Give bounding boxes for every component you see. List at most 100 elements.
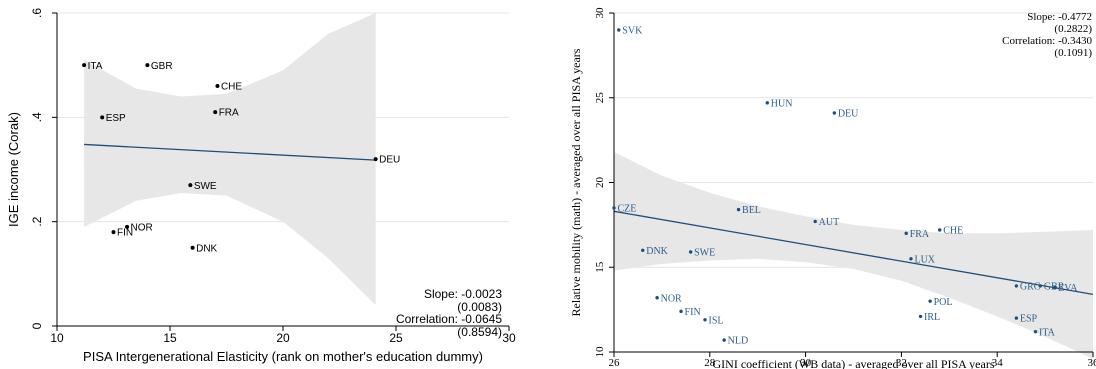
right-point-svk (617, 28, 621, 32)
left-point-fin (111, 230, 116, 235)
right-point-che (938, 228, 942, 232)
left-x-tick-label-2: 20 (276, 331, 290, 345)
left-y-tick-label-1: .2 (30, 216, 44, 226)
right-point-label-fin: FIN (685, 307, 701, 318)
left-point-esp (100, 115, 105, 120)
left-x-tick-label-1: 15 (163, 331, 177, 345)
left-point-label-dnk: DNK (196, 243, 217, 254)
right-y-tick-label-2: 20 (594, 177, 606, 189)
right-x-tick-label-5: 36 (1088, 357, 1096, 369)
left-point-label-che: CHE (221, 82, 242, 93)
left-point-gbr (145, 63, 150, 68)
right-point-label-isl: ISL (709, 315, 724, 326)
right-point-label-dnk: DNK (646, 246, 668, 257)
left-x-tick-label-4: 30 (502, 331, 516, 345)
left-y-tick-label-3: .6 (30, 8, 44, 18)
right-point-label-irl: IRL (924, 312, 940, 323)
right-point-label-grc: GRC (1020, 281, 1041, 292)
left-x-tick-label-0: 10 (50, 331, 64, 345)
left-scatter-chart: 10 15 20 25 30 0 .2 .4 .6 PISA Intergenerational … (6, 8, 516, 364)
left-point-swe (188, 183, 193, 188)
right-annotation-line-2: Correlation: -0.3430 (1002, 35, 1092, 47)
right-x-tick-label-2: 30 (800, 357, 812, 369)
left-point-nor (125, 224, 130, 229)
left-point-fra (213, 110, 218, 115)
right-x-axis-label: GINI coefficient (WB data) - averaged ov… (713, 357, 995, 369)
left-point-label-gbr: GBR (151, 61, 173, 72)
left-point-label-nor: NOR (131, 222, 153, 233)
right-point-deu (832, 111, 837, 115)
right-point-label-ita: ITA (1039, 327, 1056, 338)
right-point-esp (1014, 316, 1019, 320)
left-y-tick-label-2: .4 (30, 112, 44, 122)
right-point-label-swe: SWE (694, 248, 715, 259)
left-point-label-fin: FIN (117, 228, 133, 239)
right-point-lux (909, 257, 913, 261)
right-point-nor (655, 296, 659, 300)
right-point-grc (1014, 284, 1019, 288)
left-point-label-fra: FRA (219, 108, 239, 119)
left-y-axis-label: IGE income (Corak) (6, 112, 21, 227)
left-point-label-swe: SWE (194, 181, 217, 192)
right-point-bel (736, 207, 741, 212)
right-point-nld (722, 338, 726, 342)
left-point-dnk (190, 245, 195, 250)
right-point-label-lux: LUX (914, 254, 935, 265)
right-point-cze (612, 206, 616, 210)
right-point-label-nor: NOR (661, 293, 682, 304)
right-point-label-nld: NLD (728, 336, 749, 347)
left-annotation-line-2: Correlation: -0.0645 (396, 312, 502, 326)
right-y-tick-label-4: 30 (594, 7, 606, 19)
left-annotation-line-0: Slope: -0.0023 (424, 287, 502, 301)
right-point-label-che: CHE (943, 226, 963, 237)
left-point-label-deu: DEU (379, 155, 400, 166)
left-annotation-line-3: (0.8594) (457, 325, 502, 339)
right-y-tick-label-3: 25 (594, 92, 606, 104)
right-point-irl (918, 314, 923, 319)
right-point-dnk (641, 248, 645, 252)
right-point-label-aut: AUT (819, 217, 840, 228)
right-fit-line (613, 210, 1094, 296)
left-point-che (215, 84, 220, 89)
left-y-tick-label-0: 0 (30, 322, 44, 329)
left-point-ita (82, 63, 87, 68)
right-point-hun (765, 101, 769, 105)
right-annotation-line-3: (0.1091) (1054, 47, 1092, 59)
right-point-label-hun: HUN (771, 98, 793, 109)
right-confidence-band (614, 152, 1093, 359)
right-x-tick-label-0: 26 (609, 357, 621, 369)
right-x-tick-label-1: 28 (704, 357, 716, 369)
right-point-aut (813, 219, 817, 224)
right-point-label-esp: ESP (1020, 314, 1038, 325)
right-point-label-svk: SVK (622, 26, 643, 37)
right-annotation-line-1: (0.2822) (1054, 23, 1092, 35)
right-point-gbr (1038, 284, 1043, 288)
left-x-axis-label: PISA Intergenerational Elasticity (rank … (83, 349, 483, 364)
right-point-fin (679, 309, 683, 314)
left-confidence-band (84, 13, 376, 306)
left-x-tick-label-3: 25 (389, 331, 403, 345)
right-point-label-bel: BEL (742, 205, 761, 216)
right-point-isl (703, 318, 707, 322)
right-y-tick-label-0: 10 (594, 346, 606, 358)
left-annotation-line-1: (0.0083) (457, 300, 502, 314)
right-point-fra (904, 231, 908, 236)
left-point-deu (373, 157, 378, 162)
right-point-label-cze: CZE (618, 204, 637, 215)
left-fit-line (84, 143, 376, 161)
right-point-label-eva: EVA (1058, 283, 1078, 294)
right-point-swe (688, 250, 693, 254)
right-y-axis-label: Relative mobility (math) - averaged over… (569, 48, 583, 316)
left-point-label-esp: ESP (106, 113, 126, 124)
right-x-tick-label-4: 34 (992, 357, 1004, 369)
right-point-label-fra: FRA (910, 229, 930, 240)
right-point-pol (928, 299, 932, 303)
right-y-tick-label-1: 15 (594, 261, 606, 273)
right-x-tick-label-3: 32 (896, 357, 907, 369)
right-point-eva (1052, 285, 1057, 290)
right-point-label-pol: POL (934, 297, 953, 308)
right-point-ita (1033, 329, 1038, 334)
right-point-label-deu: DEU (838, 109, 859, 120)
